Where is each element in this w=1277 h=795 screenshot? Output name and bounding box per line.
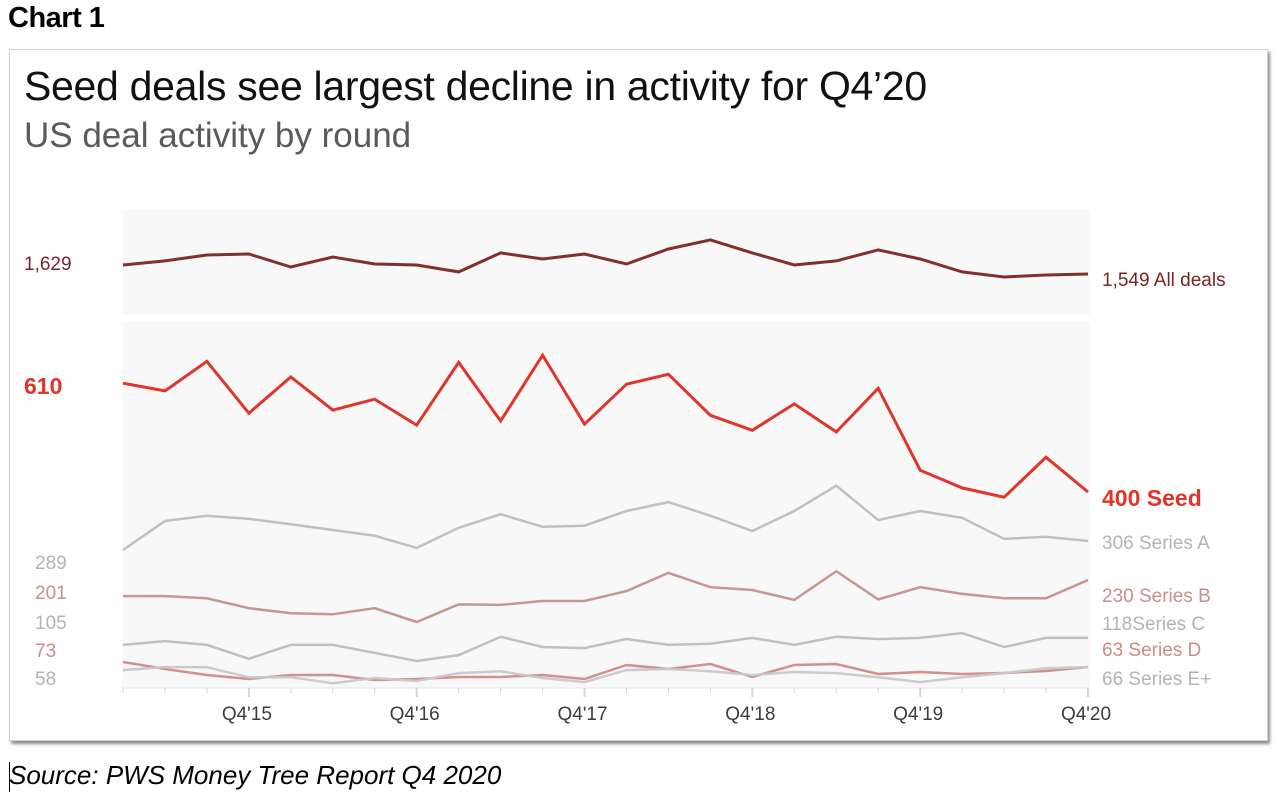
bottom-panel-background [122,322,1090,688]
start-label-all-deals: 1,629 [24,254,72,275]
series-lines [122,238,1089,685]
x-tick-label: Q4'17 [557,704,607,725]
source-note: Source: PWS Money Tree Report Q4 2020 [9,760,502,790]
series-line-series-c [122,631,1088,663]
series-line-series-a [122,484,1089,552]
x-tick-label: Q4'20 [1061,704,1111,725]
end-label-seed: 400 Seed [1102,485,1202,511]
text-cursor [9,762,10,792]
x-axis-tick-labels: Q4'15 Q4'16 Q4'17 Q4'18 Q4'19 Q4'20 [222,704,1111,725]
end-label-series-d: 63 Series D [1102,640,1201,661]
series-line-all-deals [122,238,1089,279]
start-label-series-e: 58 [35,669,56,690]
chart-title: Seed deals see largest decline in activi… [24,63,927,109]
end-label-series-e: 66 Series E+ [1102,669,1211,690]
top-panel-background [122,210,1090,315]
end-label-series-a: 306 Series A [1102,533,1210,554]
x-axis-ticks [122,688,1089,697]
x-tick-label: Q4'15 [222,704,272,725]
start-label-seed: 610 [24,373,62,399]
series-line-seed [122,352,1089,499]
series-line-series-d [122,660,1089,682]
start-label-series-b: 201 [35,583,67,604]
series-end-labels: 1,549 All deals 400 Seed 306 Series A 230 S… [1102,270,1226,690]
x-tick-label: Q4'16 [390,704,440,725]
chart-subtitle: US deal activity by round [24,116,412,155]
end-label-series-c: 118Series C [1102,614,1205,635]
x-tick-label: Q4'18 [725,704,775,725]
end-label-all-deals: 1,549 All deals [1102,270,1226,291]
series-line-series-e [122,665,1089,685]
start-label-series-d: 73 [35,641,56,662]
end-label-series-b: 230 Series B [1102,586,1211,607]
start-label-series-c: 105 [35,613,67,634]
series-start-labels: 1,629 610 289 201 105 73 58 [24,254,72,690]
series-line-series-b [123,569,1089,624]
x-tick-label: Q4'19 [893,704,943,725]
figure-label: Chart 1 [8,2,105,34]
start-label-series-a: 289 [35,553,67,574]
